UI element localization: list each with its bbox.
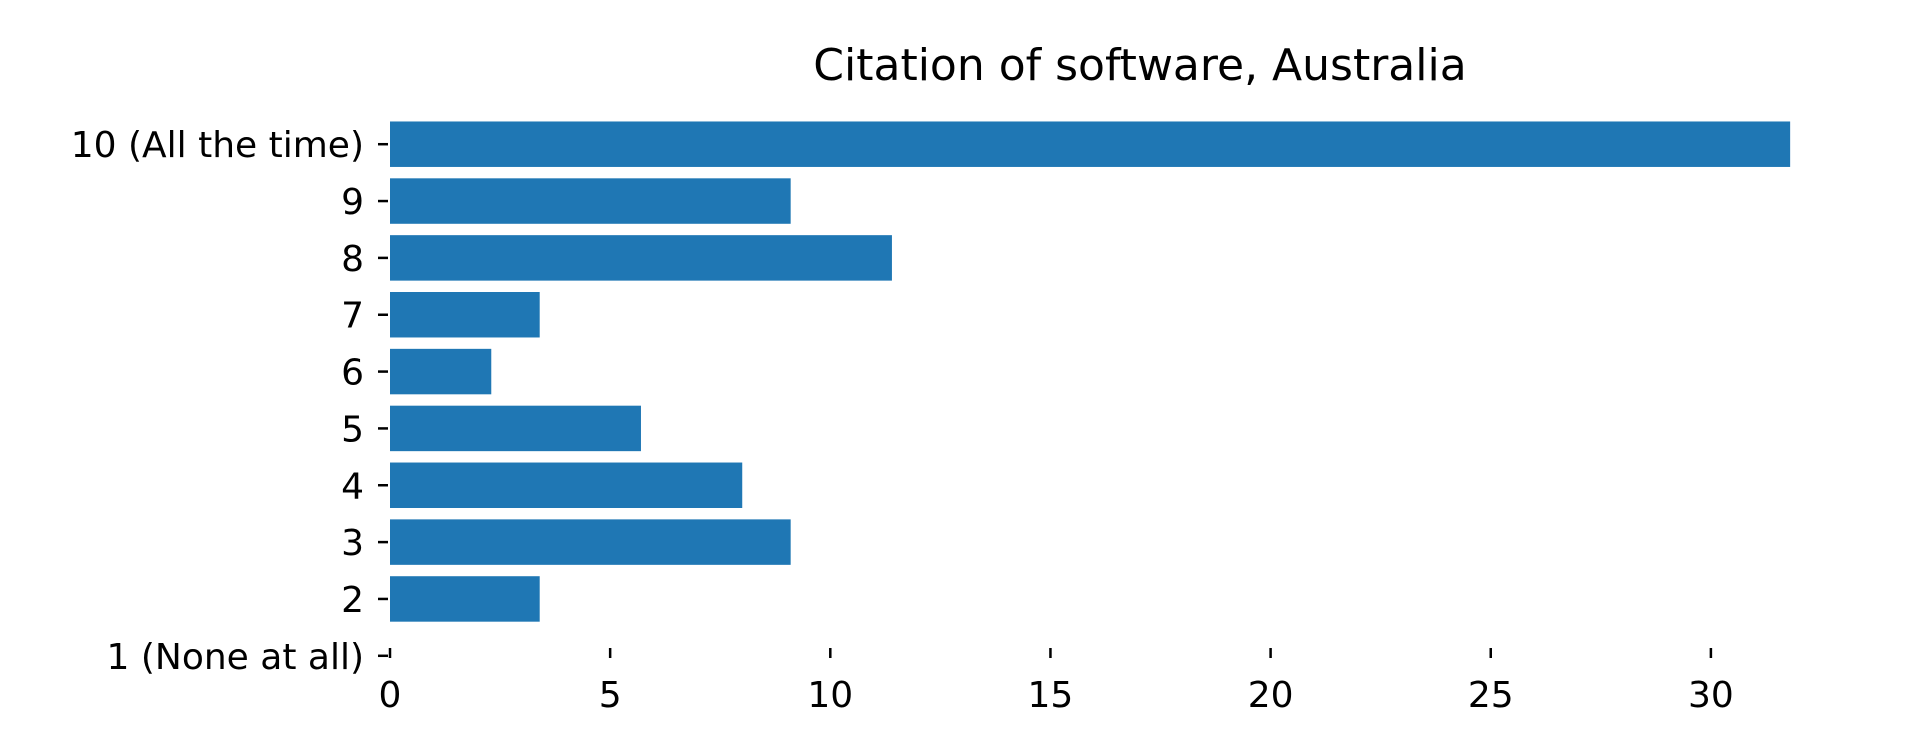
x-tick-label-4: 20 (1248, 675, 1294, 716)
bar-3 (390, 519, 791, 565)
bar-6 (390, 348, 492, 395)
x-tick-label-3: 15 (1028, 675, 1074, 716)
x-tick-label-0: 0 (379, 675, 402, 716)
x-tick-label-5: 25 (1468, 675, 1514, 716)
x-tick-label-2: 10 (807, 675, 853, 716)
y-tick-label-6: 6 (341, 353, 364, 394)
x-tick-label-6: 30 (1688, 675, 1734, 716)
y-tick-label-1: 1 (None at all) (107, 637, 364, 678)
y-axis: 1 (None at all) 2 3 4 5 6 7 8 9 10 (All the time) (71, 125, 388, 678)
y-tick-label-5: 5 (341, 409, 364, 450)
bars-group (390, 121, 1791, 622)
chart-title: Citation of software, Australia (813, 40, 1466, 91)
bar-5 (390, 405, 641, 452)
x-axis: 0 5 10 15 20 25 30 (379, 648, 1734, 716)
bar-4 (390, 462, 743, 508)
y-tick-label-9: 9 (341, 182, 364, 223)
y-tick-label-8: 8 (341, 239, 364, 280)
y-tick-label-3: 3 (341, 523, 364, 564)
bar-7 (390, 292, 540, 338)
x-tick-label-1: 5 (599, 675, 622, 716)
y-tick-label-2: 2 (341, 580, 364, 621)
y-tick-label-10: 10 (All the time) (71, 125, 364, 166)
y-tick-label-7: 7 (341, 296, 364, 337)
bar-8 (390, 235, 892, 281)
bar-9 (390, 178, 791, 224)
y-tick-label-4: 4 (341, 466, 364, 507)
bar-2 (390, 576, 540, 622)
bar-10 (390, 121, 1791, 167)
